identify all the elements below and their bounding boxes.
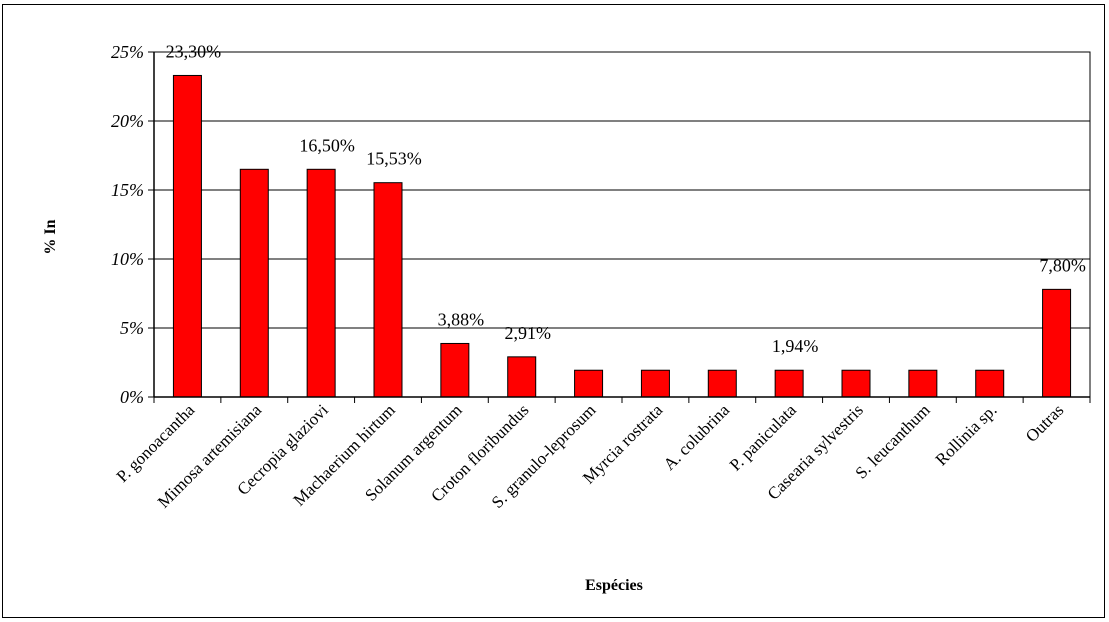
- bar: [574, 369, 604, 398]
- x-category-label: A. colubrina: [660, 400, 734, 474]
- y-tick-label: 25%: [111, 42, 144, 62]
- x-category-label: Rollinia sp.: [932, 400, 1001, 469]
- axes: [148, 51, 1091, 403]
- data-label: 23,30%: [166, 41, 222, 61]
- x-category-label: Outras: [1022, 400, 1067, 445]
- bar: [239, 168, 269, 398]
- bar: [707, 369, 737, 398]
- bar: [440, 342, 470, 398]
- bar: [908, 369, 938, 398]
- y-tick-label: 15%: [111, 180, 144, 200]
- data-label: 2,91%: [504, 323, 551, 343]
- data-label: 7,80%: [1039, 255, 1086, 275]
- y-tick-label: 20%: [111, 111, 144, 131]
- data-label: 3,88%: [438, 309, 485, 329]
- bar: [975, 369, 1005, 398]
- y-tick-label: 10%: [111, 249, 144, 269]
- bar: [373, 182, 403, 398]
- y-tick-label: 5%: [120, 318, 144, 338]
- bar: [1042, 288, 1072, 398]
- bar: [774, 369, 804, 398]
- bar: [507, 356, 537, 398]
- bar: [172, 74, 202, 398]
- bar: [841, 369, 871, 398]
- plot-area-border: [153, 51, 1091, 398]
- data-label: 15,53%: [366, 149, 422, 169]
- y-axis-title: % In: [42, 219, 59, 254]
- chart-frame: 0% 5% 10% 15% 20% 25% P. gonoacantha Mimosa art…: [2, 4, 1105, 618]
- bars: [172, 74, 1072, 398]
- data-label: 1,94%: [772, 336, 819, 356]
- gridlines: [154, 51, 1090, 329]
- x-axis-title: Espécies: [585, 577, 643, 594]
- data-label: 16,50%: [299, 135, 355, 155]
- bar: [306, 168, 336, 398]
- bar: [640, 369, 670, 398]
- y-tick-label: 0%: [120, 387, 144, 407]
